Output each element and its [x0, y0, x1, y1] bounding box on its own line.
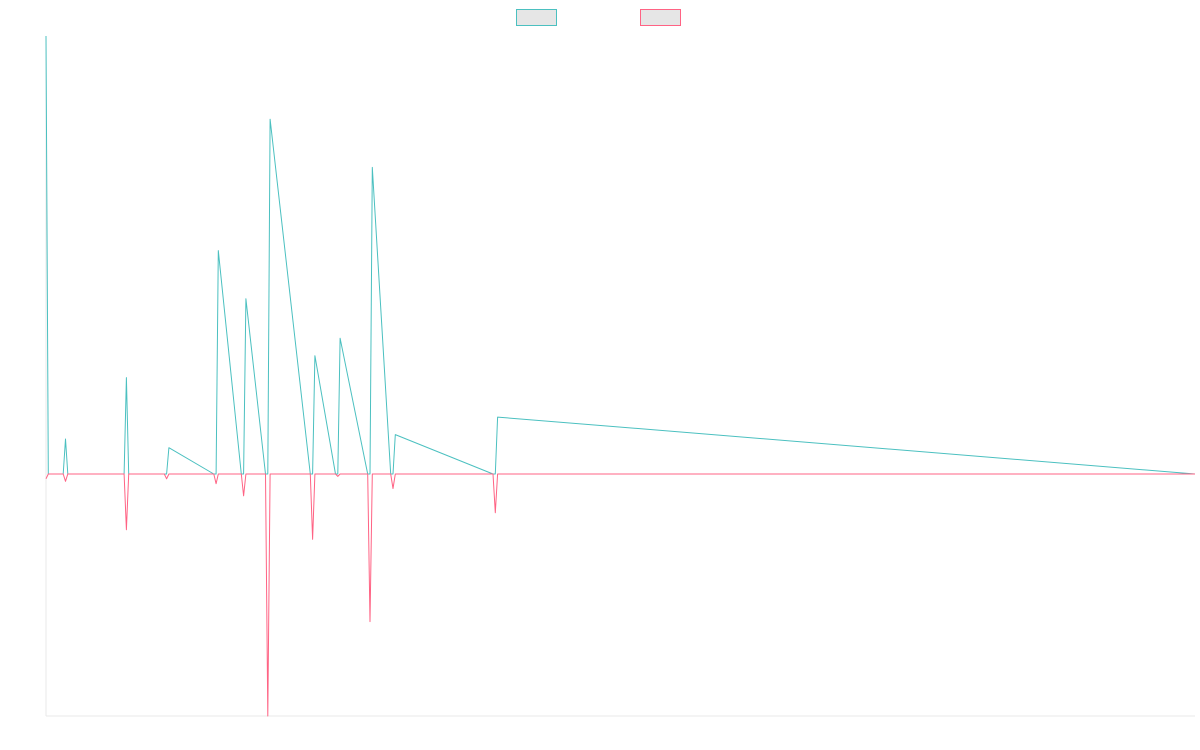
- series-1: [45, 35, 1196, 475]
- series-1-line: [45, 35, 1196, 475]
- series-2-line: [45, 473, 1195, 717]
- series-layer: [45, 35, 1196, 717]
- legend-swatch-series-2[interactable]: [640, 9, 681, 26]
- legend[interactable]: [516, 9, 681, 26]
- legend-swatch-series-1[interactable]: [516, 9, 557, 26]
- axes: [45, 36, 1195, 717]
- series-2: [45, 473, 1195, 717]
